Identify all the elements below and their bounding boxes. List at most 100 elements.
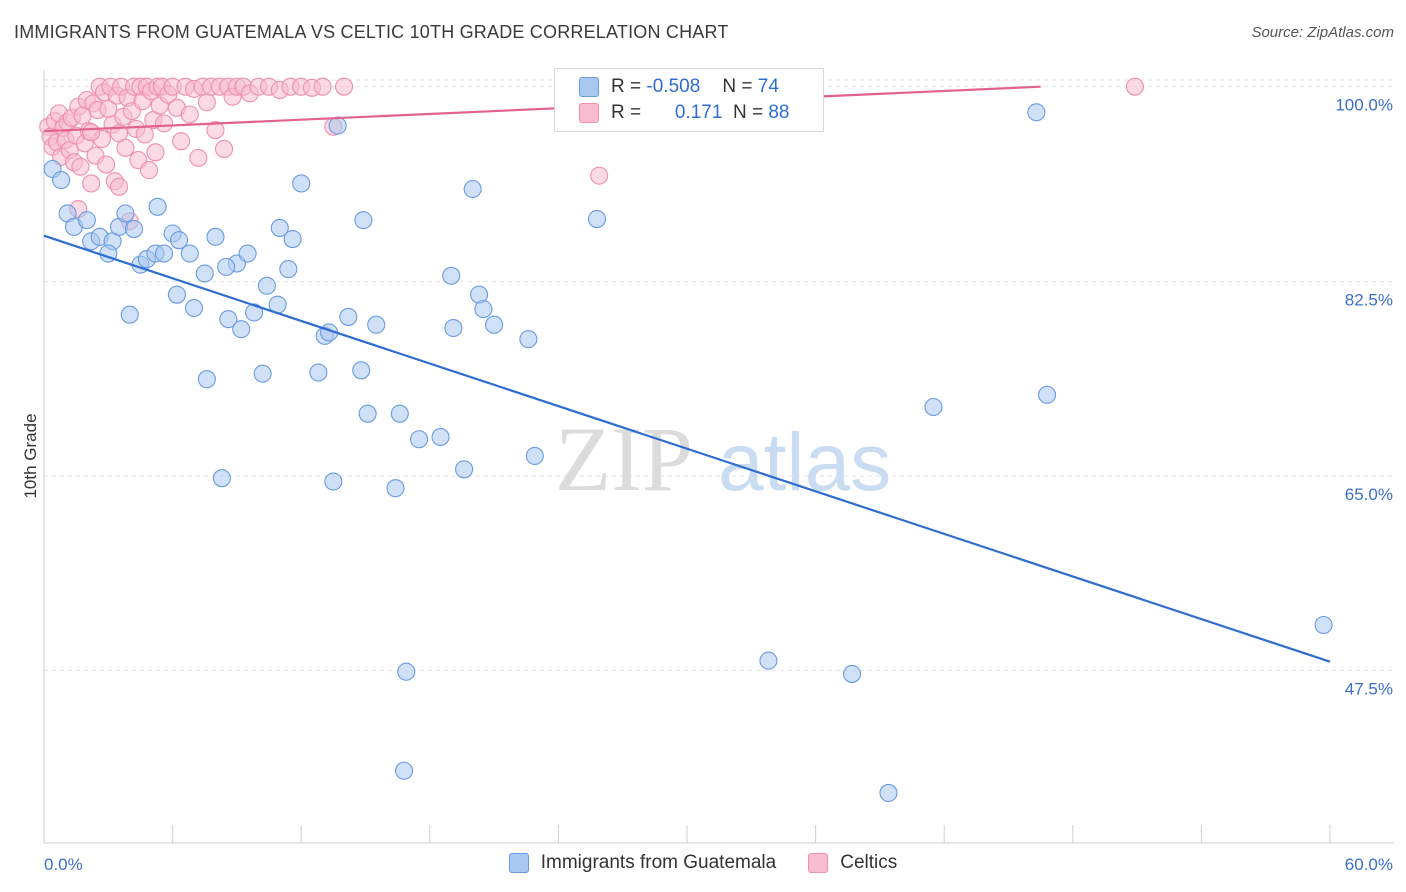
legend-row-celtics: R = 0.171 N = 88 [579, 101, 789, 125]
legend-n-value: 74 [757, 76, 779, 97]
point-immigrants-from-guatemala [77, 211, 96, 230]
source-credit: Source: ZipAtlas.com [1251, 24, 1394, 41]
point-immigrants-from-guatemala [120, 305, 139, 324]
point-immigrants-from-guatemala [180, 244, 199, 263]
point-celtics [214, 139, 234, 159]
legend-label-celtics: Celtics [840, 852, 898, 873]
point-immigrants-from-guatemala [587, 209, 607, 229]
point-immigrants-from-guatemala [444, 318, 463, 338]
point-immigrants-from-guatemala [525, 446, 544, 465]
legend-n-value: 88 [768, 102, 790, 123]
point-celtics [197, 93, 216, 112]
point-celtics [139, 161, 159, 180]
point-celtics [313, 77, 332, 96]
legend-swatch-guatemala [508, 853, 529, 873]
point-immigrants-from-guatemala [1314, 615, 1333, 635]
point-immigrants-from-guatemala [924, 397, 943, 417]
point-immigrants-from-guatemala [195, 264, 214, 283]
point-immigrants-from-guatemala [386, 479, 405, 498]
point-celtics [335, 77, 354, 96]
point-immigrants-from-guatemala [339, 307, 358, 326]
point-immigrants-from-guatemala [244, 303, 264, 322]
point-celtics [109, 177, 129, 196]
point-immigrants-from-guatemala [367, 315, 386, 334]
gridlines [44, 79, 1394, 672]
point-immigrants-from-guatemala [253, 364, 272, 383]
data-points [39, 77, 1333, 802]
x-tick-label-min: 0.0% [44, 855, 83, 874]
legend-n-label: N = [722, 76, 753, 97]
legend-item-celtics: Celtics [808, 852, 897, 874]
point-immigrants-from-guatemala [169, 231, 189, 250]
point-immigrants-from-guatemala [485, 315, 504, 334]
point-immigrants-from-guatemala [519, 330, 538, 349]
point-immigrants-from-guatemala [270, 218, 289, 237]
point-celtics [146, 143, 165, 162]
point-immigrants-from-guatemala [52, 171, 71, 190]
legend-r-value: -0.508 [646, 76, 701, 97]
point-celtics [172, 132, 191, 151]
point-immigrants-from-guatemala [463, 179, 482, 199]
point-immigrants-from-guatemala [442, 266, 461, 285]
point-celtics [97, 155, 116, 174]
legend-row-guatemala: R = -0.508 N = 74 [579, 75, 779, 99]
legend-swatch-guatemala [579, 77, 599, 97]
point-immigrants-from-guatemala [148, 197, 167, 216]
trend-lines [43, 85, 1331, 663]
legend-swatch-celtics [808, 853, 829, 873]
point-immigrants-from-guatemala [354, 211, 373, 230]
point-immigrants-from-guatemala [879, 783, 898, 802]
point-immigrants-from-guatemala [759, 651, 778, 670]
point-immigrants-from-guatemala [206, 227, 225, 246]
point-immigrants-from-guatemala [395, 761, 414, 780]
point-celtics [189, 148, 208, 167]
point-immigrants-from-guatemala [197, 370, 216, 389]
point-immigrants-from-guatemala [212, 469, 231, 488]
point-immigrants-from-guatemala [279, 260, 298, 279]
point-immigrants-from-guatemala [474, 300, 493, 319]
legend-swatch-celtics [579, 103, 599, 123]
y-tick-label: 100.0% [1335, 96, 1393, 115]
y-tick-label: 65.0% [1345, 485, 1393, 504]
y-axis-label: 10th Grade [21, 413, 40, 498]
legend-label-guatemala: Immigrants from Guatemala [540, 852, 777, 873]
point-immigrants-from-guatemala [397, 662, 416, 681]
point-celtics [590, 166, 609, 185]
point-celtics [180, 105, 199, 124]
point-immigrants-from-guatemala [1027, 103, 1046, 122]
x-tick-label-max: 60.0% [1345, 855, 1393, 874]
point-immigrants-from-guatemala [292, 174, 311, 193]
point-celtics [71, 157, 90, 176]
point-immigrants-from-guatemala [154, 244, 174, 263]
point-immigrants-from-guatemala [283, 230, 302, 249]
point-immigrants-from-guatemala [352, 361, 371, 380]
correlation-legend: R = -0.508 N = 74 R = 0.171 N = 88 [554, 68, 824, 132]
point-immigrants-from-guatemala [431, 427, 450, 447]
point-immigrants-from-guatemala [328, 116, 347, 135]
y-tick-label: 82.5% [1345, 290, 1393, 309]
point-immigrants-from-guatemala [232, 320, 251, 339]
legend-r-value: 0.171 [674, 102, 723, 123]
point-immigrants-from-guatemala [124, 219, 144, 239]
trend-line-immigrants-from-guatemala [43, 234, 1331, 663]
axes [43, 70, 1394, 844]
chart-title: IMMIGRANTS FROM GUATEMALA VS CELTIC 10TH… [14, 22, 729, 42]
point-immigrants-from-guatemala [309, 363, 328, 382]
trend-line-celtics [43, 85, 1041, 133]
point-immigrants-from-guatemala [1038, 385, 1057, 404]
point-celtics [82, 174, 101, 193]
point-immigrants-from-guatemala [219, 310, 238, 329]
point-celtics [154, 114, 174, 133]
point-celtics [1125, 77, 1145, 96]
point-immigrants-from-guatemala [167, 285, 186, 304]
point-immigrants-from-guatemala [257, 276, 276, 295]
series-legend: Immigrants from Guatemala Celtics [0, 852, 1406, 874]
point-immigrants-from-guatemala [455, 460, 474, 479]
point-immigrants-from-guatemala [238, 244, 257, 263]
point-immigrants-from-guatemala [324, 472, 343, 491]
point-immigrants-from-guatemala [217, 257, 236, 276]
watermark-zip: ZIP [555, 408, 693, 510]
point-immigrants-from-guatemala [390, 404, 409, 423]
legend-r-label: R = [611, 102, 642, 123]
